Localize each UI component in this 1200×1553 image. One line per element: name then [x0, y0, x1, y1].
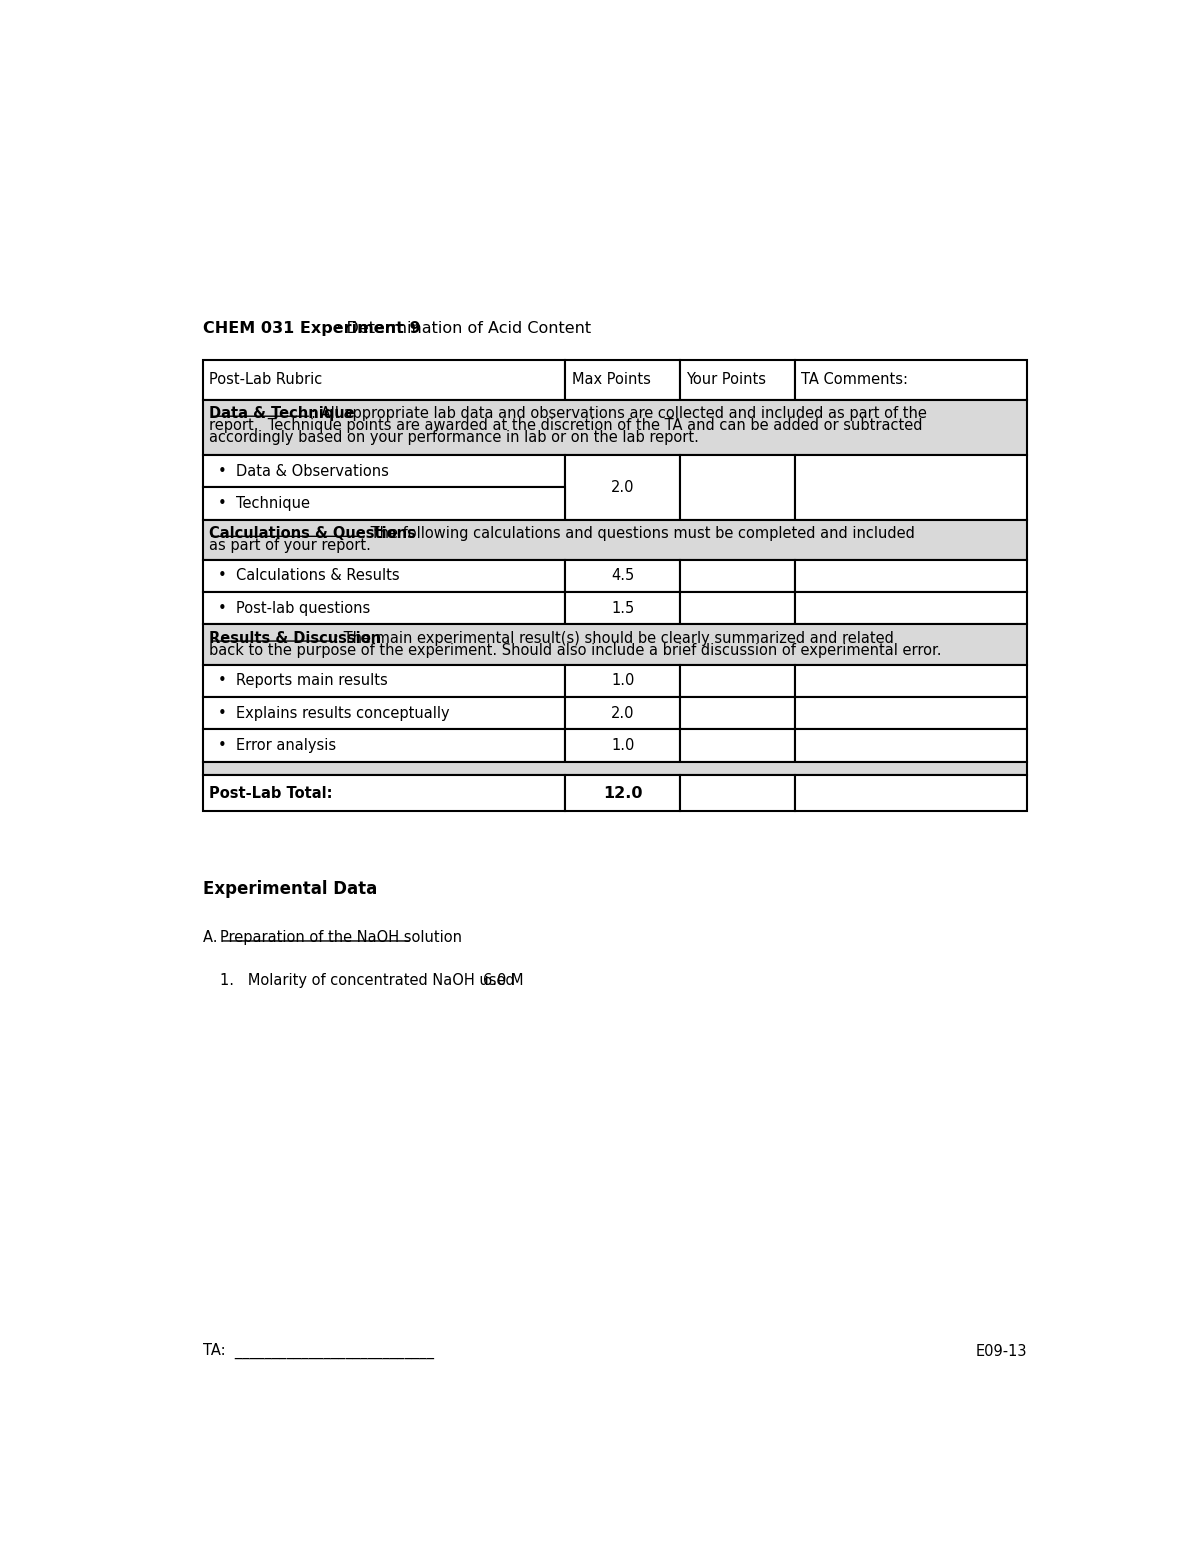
Bar — [794, 559, 1027, 592]
Bar — [794, 665, 1027, 697]
Bar — [680, 559, 794, 592]
Bar — [565, 455, 680, 520]
Bar — [203, 559, 565, 592]
Text: : The following calculations and questions must be completed and included: : The following calculations and questio… — [361, 526, 914, 540]
Text: •  Technique: • Technique — [218, 495, 310, 511]
Bar — [680, 455, 794, 520]
Text: E09-13: E09-13 — [976, 1343, 1027, 1359]
Text: 12.0: 12.0 — [604, 786, 642, 801]
Text: 1.0: 1.0 — [611, 672, 635, 688]
Text: 1.0: 1.0 — [611, 738, 635, 753]
Bar — [203, 761, 1027, 775]
Text: 6.0 M: 6.0 M — [484, 972, 523, 988]
Text: 2.0: 2.0 — [611, 480, 635, 495]
Text: : The main experimental result(s) should be clearly summarized and related: : The main experimental result(s) should… — [335, 631, 894, 646]
Text: Data & Technique: Data & Technique — [209, 405, 354, 421]
Text: 1.   Molarity of concentrated NaOH used: 1. Molarity of concentrated NaOH used — [220, 972, 515, 988]
Bar — [203, 697, 565, 730]
Bar — [203, 592, 565, 624]
Bar — [794, 730, 1027, 761]
Text: TA Comments:: TA Comments: — [802, 373, 908, 387]
Text: Your Points: Your Points — [686, 373, 767, 387]
Bar — [203, 665, 565, 697]
Text: CHEM 031 Experiment 9: CHEM 031 Experiment 9 — [203, 321, 420, 335]
Bar — [203, 399, 1027, 455]
Bar — [203, 360, 565, 399]
Text: Max Points: Max Points — [571, 373, 650, 387]
Text: •  Post-lab questions: • Post-lab questions — [218, 601, 371, 617]
Bar — [680, 360, 794, 399]
Bar — [680, 592, 794, 624]
Bar — [794, 592, 1027, 624]
Text: Post-Lab Total:: Post-Lab Total: — [209, 786, 332, 801]
Text: as part of your report.: as part of your report. — [209, 539, 371, 553]
Bar — [203, 455, 565, 488]
Text: Experimental Data: Experimental Data — [203, 881, 377, 898]
Bar — [565, 665, 680, 697]
Bar — [680, 775, 794, 811]
Bar — [565, 775, 680, 811]
Bar — [203, 520, 1027, 559]
Text: Post-Lab Rubric: Post-Lab Rubric — [209, 373, 322, 387]
Text: back to the purpose of the experiment. Should also include a brief discussion of: back to the purpose of the experiment. S… — [209, 643, 942, 658]
Text: •  Error analysis: • Error analysis — [218, 738, 336, 753]
Bar — [203, 775, 565, 811]
Text: •  Calculations & Results: • Calculations & Results — [218, 568, 400, 584]
Text: TA:  ___________________________: TA: ___________________________ — [203, 1343, 433, 1359]
Text: report.  Technique points are awarded at the discretion of the TA and can be add: report. Technique points are awarded at … — [209, 418, 923, 433]
Bar — [680, 697, 794, 730]
Text: : All appropriate lab data and observations are collected and included as part o: : All appropriate lab data and observati… — [311, 405, 928, 421]
Bar — [680, 730, 794, 761]
Bar — [203, 730, 565, 761]
Bar — [565, 697, 680, 730]
Bar — [203, 624, 1027, 665]
Text: 4.5: 4.5 — [611, 568, 635, 584]
Text: 2.0: 2.0 — [611, 705, 635, 721]
Text: •  Reports main results: • Reports main results — [218, 672, 388, 688]
Text: A.: A. — [203, 930, 227, 946]
Text: Results & Discussion: Results & Discussion — [209, 631, 382, 646]
Bar — [565, 559, 680, 592]
Text: Preparation of the NaOH solution: Preparation of the NaOH solution — [220, 930, 462, 946]
Bar — [680, 665, 794, 697]
Bar — [794, 360, 1027, 399]
Bar — [565, 730, 680, 761]
Text: •  Explains results conceptually: • Explains results conceptually — [218, 705, 450, 721]
Text: accordingly based on your performance in lab or on the lab report.: accordingly based on your performance in… — [209, 430, 698, 446]
Bar — [794, 775, 1027, 811]
Text: 1.5: 1.5 — [611, 601, 635, 617]
Bar — [794, 455, 1027, 520]
Bar — [565, 360, 680, 399]
Bar — [565, 592, 680, 624]
Text: : Determination of Acid Content: : Determination of Acid Content — [336, 321, 592, 335]
Bar — [203, 488, 565, 520]
Text: •  Data & Observations: • Data & Observations — [218, 464, 389, 478]
Bar — [794, 697, 1027, 730]
Text: Calculations & Questions: Calculations & Questions — [209, 526, 415, 540]
